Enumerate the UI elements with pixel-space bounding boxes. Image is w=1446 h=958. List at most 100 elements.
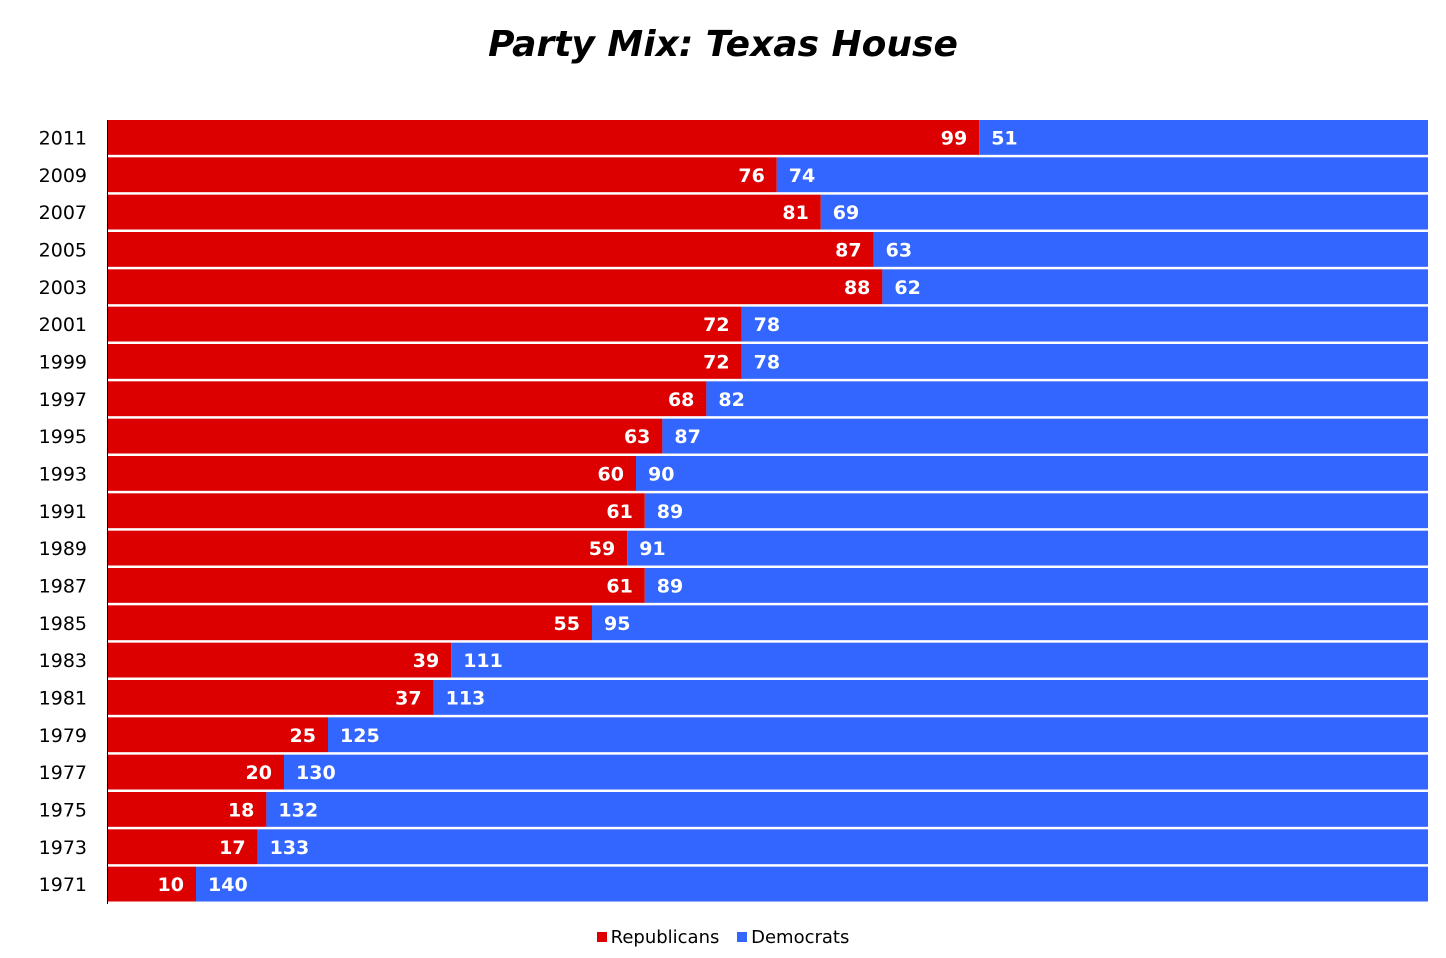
data-label-democrats-1995: 87 bbox=[674, 426, 700, 448]
y-tick-label-1981: 1981 bbox=[39, 687, 87, 709]
bar-republicans-1977 bbox=[108, 754, 284, 790]
data-label-republicans-1983: 39 bbox=[413, 650, 439, 672]
bar-republicans-2003 bbox=[108, 269, 883, 305]
data-label-republicans-2007: 81 bbox=[782, 202, 808, 224]
bar-democrats-1971 bbox=[196, 866, 1428, 902]
data-label-democrats-1991: 89 bbox=[657, 501, 683, 523]
data-label-democrats-1993: 90 bbox=[648, 463, 674, 485]
bar-democrats-2003 bbox=[882, 269, 1428, 305]
legend-label-democrats: Democrats bbox=[751, 926, 850, 948]
y-tick-label-2003: 2003 bbox=[39, 277, 87, 299]
bar-democrats-2009 bbox=[776, 157, 1428, 193]
bar-democrats-1989 bbox=[627, 530, 1428, 566]
data-label-democrats-1983: 111 bbox=[463, 650, 503, 672]
bar-democrats-1979 bbox=[328, 717, 1428, 753]
y-tick-label-1977: 1977 bbox=[39, 762, 87, 784]
data-label-republicans-1997: 68 bbox=[668, 389, 694, 411]
bar-democrats-1975 bbox=[266, 792, 1428, 827]
data-label-democrats-1981: 113 bbox=[446, 687, 486, 709]
data-label-democrats-1971: 140 bbox=[208, 874, 248, 896]
y-tick-label-1983: 1983 bbox=[39, 650, 87, 672]
y-tick-label-2009: 2009 bbox=[39, 165, 87, 187]
bar-republicans-1981 bbox=[108, 680, 434, 715]
data-label-democrats-2007: 69 bbox=[833, 202, 859, 224]
bar-democrats-1997 bbox=[706, 381, 1428, 417]
bar-republicans-2001 bbox=[108, 306, 742, 342]
bar-democrats-1987 bbox=[644, 568, 1428, 603]
y-tick-label-1999: 1999 bbox=[39, 351, 87, 373]
bar-republicans-1971 bbox=[108, 866, 196, 902]
legend-swatch-democrats bbox=[737, 932, 748, 942]
bar-democrats-2005 bbox=[873, 232, 1428, 267]
data-label-democrats-2009: 74 bbox=[789, 165, 815, 187]
legend-label-republicans: Republicans bbox=[610, 926, 720, 948]
bar-democrats-1999 bbox=[741, 344, 1428, 379]
bar-republicans-1999 bbox=[108, 344, 742, 379]
data-label-republicans-1993: 60 bbox=[598, 463, 624, 485]
data-label-republicans-1977: 20 bbox=[246, 762, 272, 784]
bar-democrats-2001 bbox=[741, 306, 1428, 342]
y-tick-label-1997: 1997 bbox=[39, 389, 87, 411]
data-label-democrats-2005: 63 bbox=[886, 239, 912, 261]
y-tick-label-2005: 2005 bbox=[39, 239, 87, 261]
data-label-republicans-1971: 10 bbox=[158, 874, 184, 896]
bar-republicans-2009 bbox=[108, 157, 777, 193]
data-label-republicans-1995: 63 bbox=[624, 426, 650, 448]
y-tick-label-1971: 1971 bbox=[39, 874, 87, 896]
bar-republicans-1985 bbox=[108, 605, 592, 641]
bar-republicans-1997 bbox=[108, 381, 707, 417]
bar-democrats-1993 bbox=[636, 456, 1428, 491]
data-label-republicans-2003: 88 bbox=[844, 277, 870, 299]
bar-democrats-1995 bbox=[662, 418, 1428, 454]
bar-republicans-1979 bbox=[108, 717, 328, 753]
bar-democrats-1983 bbox=[451, 642, 1428, 678]
data-label-republicans-2001: 72 bbox=[703, 314, 729, 336]
data-label-democrats-1973: 133 bbox=[270, 837, 310, 859]
data-label-republicans-1985: 55 bbox=[554, 613, 580, 635]
bar-republicans-1989 bbox=[108, 530, 628, 566]
bar-democrats-2011 bbox=[979, 120, 1428, 155]
y-tick-label-2007: 2007 bbox=[39, 202, 87, 224]
bar-democrats-2007 bbox=[820, 194, 1428, 230]
bar-republicans-1983 bbox=[108, 642, 452, 678]
bar-republicans-2011 bbox=[108, 120, 980, 155]
bar-democrats-1973 bbox=[257, 829, 1429, 865]
data-label-republicans-1999: 72 bbox=[703, 351, 729, 373]
data-label-democrats-1979: 125 bbox=[340, 725, 380, 747]
y-tick-label-1973: 1973 bbox=[39, 837, 87, 859]
data-label-republicans-2005: 87 bbox=[835, 239, 861, 261]
data-label-republicans-1975: 18 bbox=[228, 799, 254, 821]
data-label-republicans-1979: 25 bbox=[290, 725, 316, 747]
data-label-republicans-1989: 59 bbox=[589, 538, 615, 560]
bar-democrats-1981 bbox=[433, 680, 1429, 715]
y-tick-label-1989: 1989 bbox=[39, 538, 87, 560]
legend: Republicans Democrats bbox=[0, 926, 1446, 948]
y-tick-label-1991: 1991 bbox=[39, 501, 87, 523]
bar-republicans-1987 bbox=[108, 568, 645, 603]
data-label-democrats-1999: 78 bbox=[754, 351, 780, 373]
y-tick-label-1995: 1995 bbox=[39, 426, 87, 448]
bar-republicans-1991 bbox=[108, 493, 645, 529]
y-tick-label-1975: 1975 bbox=[39, 799, 87, 821]
data-label-republicans-1981: 37 bbox=[395, 687, 421, 709]
y-tick-label-2011: 2011 bbox=[39, 127, 87, 149]
data-label-republicans-2011: 99 bbox=[941, 127, 967, 149]
bar-republicans-1995 bbox=[108, 418, 663, 454]
legend-swatch-republicans bbox=[596, 932, 607, 942]
data-label-democrats-1987: 89 bbox=[657, 575, 683, 597]
bar-republicans-2005 bbox=[108, 232, 874, 267]
bar-republicans-2007 bbox=[108, 194, 821, 230]
y-tick-label-1985: 1985 bbox=[39, 613, 87, 635]
bar-democrats-1985 bbox=[592, 605, 1428, 641]
legend-item-republicans: Republicans bbox=[596, 926, 720, 948]
bar-republicans-1973 bbox=[108, 829, 258, 865]
data-label-democrats-1989: 91 bbox=[639, 538, 665, 560]
data-label-democrats-2003: 62 bbox=[894, 277, 920, 299]
legend-item-democrats: Democrats bbox=[737, 927, 849, 948]
bar-democrats-1977 bbox=[284, 754, 1428, 790]
data-label-democrats-1975: 132 bbox=[278, 799, 318, 821]
y-tick-label-2001: 2001 bbox=[39, 314, 87, 336]
y-tick-label-1993: 1993 bbox=[39, 463, 87, 485]
y-tick-label-1979: 1979 bbox=[39, 725, 87, 747]
